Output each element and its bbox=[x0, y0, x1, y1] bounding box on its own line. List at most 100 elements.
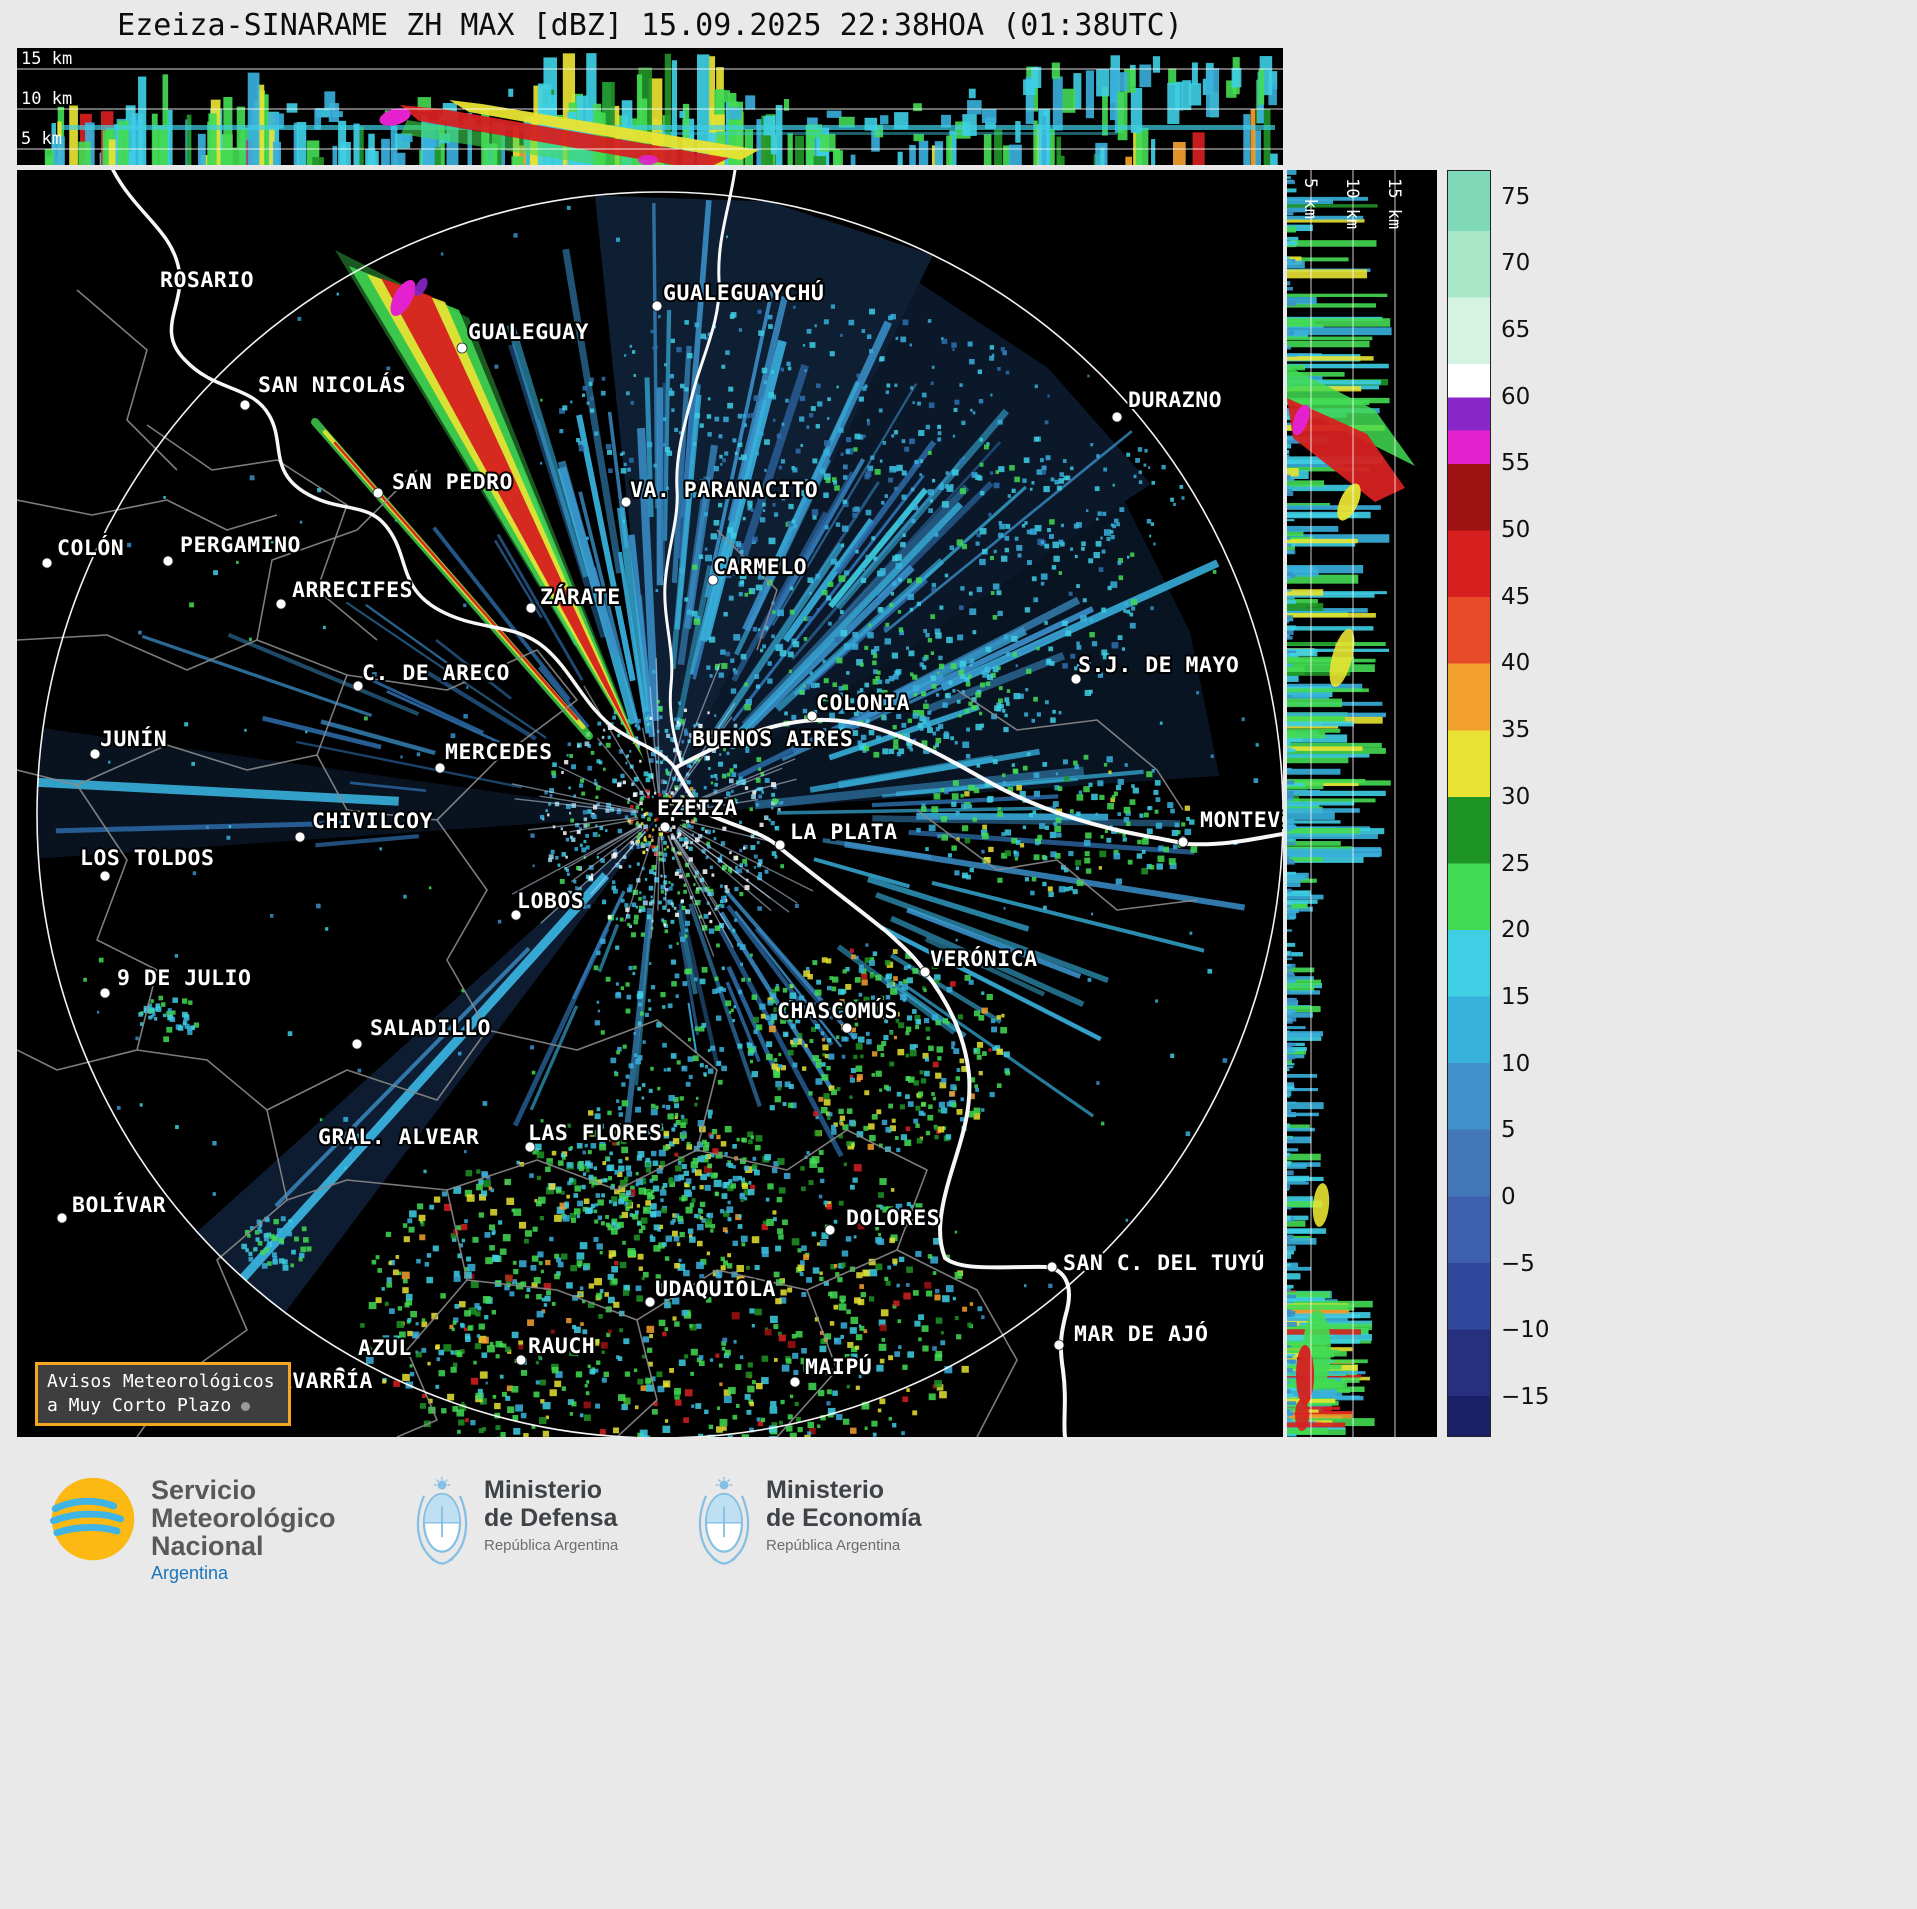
city-dot bbox=[334, 1366, 346, 1378]
river-coastline bbox=[663, 170, 737, 764]
city-dot bbox=[99, 870, 111, 882]
city-label: JUNÍN bbox=[100, 726, 167, 752]
province-boundary-line bbox=[896, 1249, 1018, 1437]
city-label: MERCEDES bbox=[445, 740, 553, 765]
economia-text-line2: de Economía bbox=[766, 1504, 922, 1532]
province-boundary-line bbox=[956, 689, 1184, 811]
city-label: EZEIZA bbox=[657, 796, 738, 821]
city-dot bbox=[294, 831, 306, 843]
colorbar-tick-label: 45 bbox=[1501, 583, 1531, 610]
city-dot bbox=[239, 399, 251, 411]
economia-text-sub: República Argentina bbox=[766, 1537, 901, 1554]
defensa-text-line1: Ministerio bbox=[484, 1476, 603, 1504]
city-label: GUALEGUAYCHÚ bbox=[663, 280, 824, 306]
radar-map-svg: ROSARIO GUALEGUAYCHÚ GUALEGUAY SAN NICOLÁS D… bbox=[17, 170, 1283, 1437]
city-label: S.J. DE MAYO bbox=[1078, 653, 1239, 678]
province-boundary-line bbox=[286, 1019, 718, 1201]
warnings-line1: Avisos Meteorológicos bbox=[47, 1371, 275, 1392]
city-label: COLONIA bbox=[816, 691, 910, 716]
city-dot bbox=[510, 909, 522, 921]
city-dot bbox=[434, 762, 446, 774]
warnings-box[interactable]: Avisos Meteorológicos a Muy Corto Plazo bbox=[35, 1362, 291, 1426]
footer: Servicio Meteorológico Nacional Argentin… bbox=[0, 1460, 1917, 1909]
economia-text-line1: Ministerio bbox=[766, 1476, 885, 1504]
argentina-coat-of-arms-icon bbox=[698, 1476, 750, 1565]
city-label: MAIPÚ bbox=[805, 1354, 872, 1380]
city-label: CHIVILCOY bbox=[312, 809, 433, 834]
city-label: ARRECIFES bbox=[292, 578, 413, 603]
city-dot bbox=[524, 1141, 536, 1153]
province-boundary-line bbox=[396, 1189, 468, 1437]
city-label: UDAQUIOLA bbox=[655, 1277, 776, 1302]
right-cross-section-svg: 5 km 10 km 15 km bbox=[1287, 170, 1415, 1437]
city-label: LA PLATA bbox=[790, 820, 898, 845]
colorbar-tick-label: 10 bbox=[1501, 1050, 1531, 1077]
radar-map-panel: ROSARIO GUALEGUAYCHÚ GUALEGUAY SAN NICOLÁS D… bbox=[17, 170, 1283, 1437]
height-axis-label: 5 km bbox=[21, 129, 62, 149]
radar-range-ring bbox=[36, 191, 1283, 1437]
colorbar-tick-label: 25 bbox=[1501, 850, 1531, 877]
river-coastline bbox=[673, 717, 1283, 847]
colorbar-tick-label: 5 bbox=[1501, 1117, 1516, 1144]
colorbar-tick-label: −5 bbox=[1501, 1250, 1535, 1277]
colorbar-tick-label: 30 bbox=[1501, 783, 1531, 810]
city-dot bbox=[89, 748, 101, 760]
city-label: VERÓNICA bbox=[930, 946, 1038, 972]
smn-logo-text: Servicio Meteorológico Nacional Argentin… bbox=[151, 1476, 336, 1584]
city-dot bbox=[525, 602, 537, 614]
colorbar-tick-label: 65 bbox=[1501, 317, 1531, 344]
city-label: CARMELO bbox=[713, 555, 807, 580]
city-label: LOS TOLDOS bbox=[80, 846, 214, 871]
city-dot bbox=[1111, 411, 1123, 423]
province-boundary-line bbox=[616, 1319, 658, 1437]
city-label: BOLÍVAR bbox=[72, 1192, 166, 1218]
city-label: GRAL. ALVEAR bbox=[318, 1125, 479, 1150]
figure-title: Ezeiza-SINARAME ZH MAX [dBZ] 15.09.2025 … bbox=[117, 8, 1183, 43]
city-dot bbox=[824, 1224, 836, 1236]
colorbar-tick-label: −10 bbox=[1501, 1317, 1550, 1344]
top-cross-section-panel: 15 km 10 km 5 km bbox=[17, 48, 1283, 165]
top-cross-section-svg: 15 km 10 km 5 km bbox=[17, 49, 1283, 165]
defensa-text-line2: de Defensa bbox=[484, 1504, 618, 1532]
city-label: LOBOS bbox=[517, 889, 584, 914]
argentina-coat-of-arms-icon bbox=[416, 1476, 468, 1565]
height-axis-label: 10 km bbox=[21, 89, 72, 109]
height-axis-label: 5 km bbox=[1300, 178, 1320, 219]
city-dot bbox=[707, 574, 719, 586]
city-label: LAS FLORES bbox=[528, 1121, 662, 1146]
city-dot bbox=[1053, 1339, 1065, 1351]
city-label: SAN PEDRO bbox=[392, 470, 513, 495]
colorbar-tick-label: 50 bbox=[1501, 517, 1531, 544]
colorbar-tick-label: 35 bbox=[1501, 717, 1531, 744]
city-label: BUENOS AIRES bbox=[692, 727, 853, 752]
warnings-indicator-dot bbox=[241, 1402, 251, 1411]
province-boundary-line bbox=[146, 424, 378, 641]
colorbar-gradient bbox=[1448, 171, 1490, 1436]
city-dot bbox=[372, 487, 384, 499]
province-boundary-line bbox=[17, 634, 348, 786]
city-label: SAN C. DEL TUYÚ bbox=[1063, 1250, 1265, 1276]
colorbar-tick-label: 0 bbox=[1501, 1183, 1516, 1210]
city-label: DOLORES bbox=[846, 1206, 940, 1231]
province-boundary-line bbox=[17, 499, 278, 531]
province-boundary-line bbox=[776, 1289, 838, 1437]
city-dot bbox=[774, 839, 786, 851]
city-dot bbox=[1070, 673, 1082, 685]
city-dot bbox=[841, 1022, 853, 1034]
height-axis-label: 15 km bbox=[21, 49, 72, 69]
city-label: ROSARIO bbox=[160, 268, 254, 293]
economia-logo-text: Ministerio de Economía República Argenti… bbox=[766, 1476, 922, 1554]
province-boundary-line bbox=[256, 469, 418, 641]
colorbar-tick-label: 75 bbox=[1501, 183, 1531, 210]
warnings-line2-row: a Muy Corto Plazo bbox=[47, 1394, 279, 1418]
colorbar-tick-label: 40 bbox=[1501, 650, 1531, 677]
city-dot bbox=[789, 1376, 801, 1388]
city-dot bbox=[651, 300, 663, 312]
city-dot bbox=[1046, 1261, 1058, 1273]
city-label: GUALEGUAY bbox=[468, 320, 589, 345]
right-cross-section-panel: 5 km 10 km 15 km bbox=[1287, 170, 1437, 1437]
city-label: AZUL bbox=[358, 1336, 412, 1361]
city-dot bbox=[644, 1296, 656, 1308]
height-axis-label: 15 km bbox=[1384, 178, 1404, 229]
province-boundary-line bbox=[316, 649, 578, 821]
